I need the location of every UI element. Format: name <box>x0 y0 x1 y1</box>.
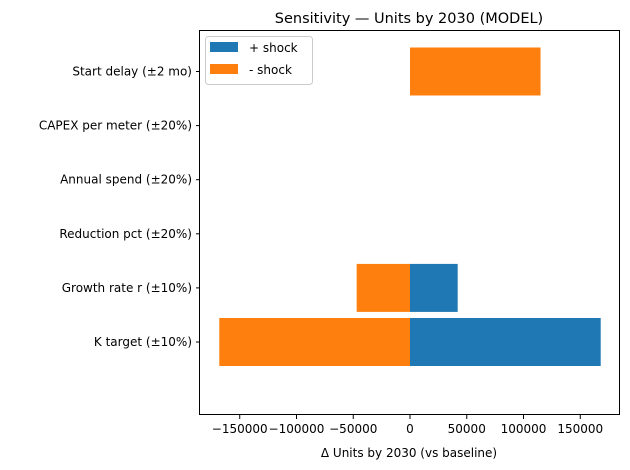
legend-swatch-plus-shock <box>210 42 238 52</box>
y-tick-label: Growth rate r (±10%) <box>62 281 192 295</box>
x-tick-label: −100000 <box>269 422 325 436</box>
x-tick-label: 100000 <box>501 422 547 436</box>
legend: + shock - shock <box>205 36 313 85</box>
y-tick-label: Reduction pct (±20%) <box>59 227 192 241</box>
bar-plus-shock-0 <box>410 318 601 366</box>
bar-minus-shock-5 <box>410 47 541 96</box>
y-tick-label: K target (±10%) <box>94 335 192 349</box>
x-tick-label: −50000 <box>329 422 377 436</box>
bar-minus-shock-0 <box>219 318 410 366</box>
x-tick-label: 50000 <box>448 422 486 436</box>
bar-minus-shock-1 <box>356 263 410 312</box>
bars-layer <box>219 47 601 366</box>
y-axis-ticks: K target (±10%) Growth rate r (±10%) Reduc… <box>39 65 200 349</box>
x-tick-label: 150000 <box>557 422 603 436</box>
legend-label-minus-shock: - shock <box>249 63 292 77</box>
bar-plus-shock-1 <box>410 263 458 312</box>
x-tick-label: 0 <box>406 422 414 436</box>
x-tick-label: −150000 <box>212 422 268 436</box>
legend-swatch-minus-shock <box>210 64 238 74</box>
legend-label-plus-shock: + shock <box>249 41 298 55</box>
x-axis-ticks: −150000 −100000 −50000 0 50000 100000 150000 <box>212 415 603 436</box>
y-tick-label: Annual spend (±20%) <box>60 173 192 187</box>
plot-frame <box>199 30 620 415</box>
x-axis-label: Δ Units by 2030 (vs baseline) <box>321 446 497 460</box>
chart-title: Sensitivity — Units by 2030 (MODEL) <box>275 11 543 27</box>
y-tick-label: CAPEX per meter (±20%) <box>39 119 192 133</box>
y-tick-label: Start delay (±2 mo) <box>72 65 192 79</box>
